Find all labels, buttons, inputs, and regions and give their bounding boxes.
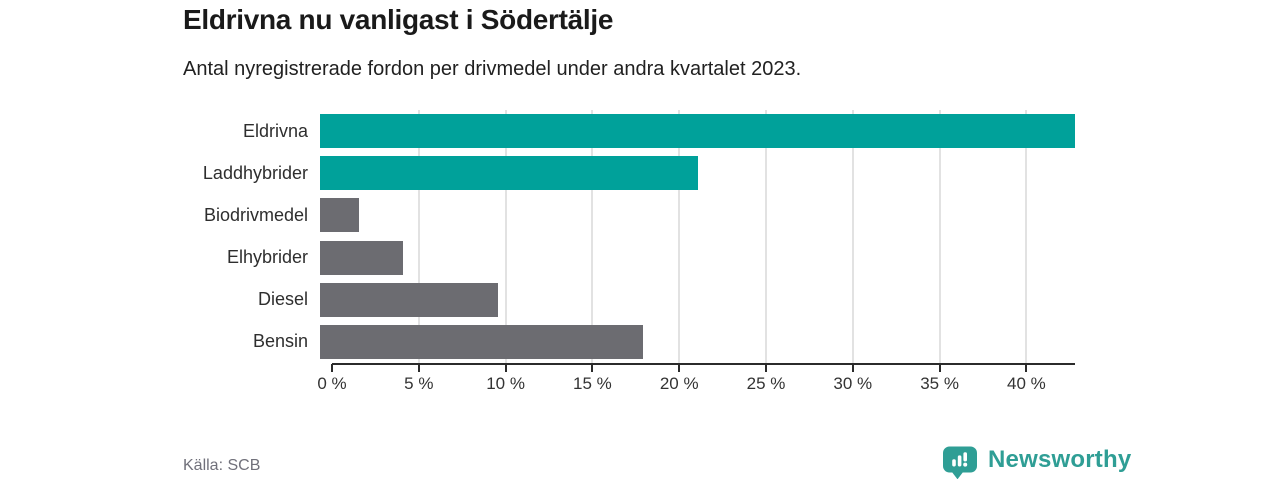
chart-row-biodrivmedel: Biodrivmedel [183, 194, 1075, 236]
axis-tick-label-40: 40 % [1007, 374, 1046, 393]
chart-plot-area [332, 110, 1075, 363]
bar-track [320, 282, 1075, 317]
axis-tick-5 [417, 364, 420, 372]
bar-track [320, 114, 1075, 149]
axis-tick-label-35: 35 % [920, 374, 959, 393]
gridline-40 [1025, 110, 1028, 363]
axis-tick-35 [938, 364, 941, 372]
gridline-10 [504, 110, 507, 363]
gridline-20 [678, 110, 681, 363]
bar-bensin [320, 324, 643, 359]
bar-laddhybrider [320, 156, 698, 191]
gridline-15 [591, 110, 594, 363]
bar-track [320, 240, 1075, 275]
newsworthy-wordmark: Newsworthy [988, 446, 1132, 473]
axis-tick-20 [678, 364, 681, 372]
chart-row-bensin: Bensin [183, 321, 1075, 363]
gridline-35 [938, 110, 941, 363]
axis-tick-label-15: 15 % [573, 374, 612, 393]
chart-row-elhybrider: Elhybrider [183, 237, 1075, 279]
chart-row-eldrivna: Eldrivna [183, 110, 1075, 152]
x-axis: 0 % 5 % 10 % 15 % 20 % 25 % 30 % 35 % 40 % [317, 363, 1075, 403]
chart-rows: Eldrivna Laddhybrider Biodrivmedel Elhybrid… [183, 110, 1075, 363]
category-label-bensin: Bensin [252, 331, 308, 352]
axis-tick-10 [504, 364, 507, 372]
chart-subtitle: Antal nyregistrerade fordon per drivmede… [183, 58, 802, 80]
newsworthy-logo: Newsworthy [941, 445, 1131, 479]
axis-tick-15 [591, 364, 594, 372]
axis-tick-25 [764, 364, 767, 372]
axis-tick-0 [331, 364, 333, 372]
newsworthy-pin-icon [943, 446, 977, 479]
category-label-diesel: Diesel [257, 289, 308, 310]
source-note: Källa: SCB [183, 457, 261, 474]
axis-tick-label-10: 10 % [486, 374, 525, 393]
chart-title: Eldrivna nu vanligast i Södertälje [183, 4, 614, 35]
axis-tick-label-30: 30 % [833, 374, 873, 393]
bar-track [320, 198, 1075, 233]
gridline-25 [764, 110, 767, 363]
gridline-5 [417, 110, 420, 363]
axis-tick-label-5: 5 % [404, 374, 434, 393]
axis-tick-label-0: 0 % [317, 374, 347, 393]
category-label-elhybrider: Elhybrider [226, 247, 308, 268]
category-label-biodrivmedel: Biodrivmedel [203, 204, 308, 225]
axis-tick-label-25: 25 % [746, 374, 786, 393]
bar-diesel [320, 282, 499, 317]
axis-tick-label-20: 20 % [659, 374, 699, 393]
bar-elhybrider [320, 240, 403, 275]
category-label-laddhybrider: Laddhybrider [202, 162, 308, 183]
bar-chart: Eldrivna Laddhybrider Biodrivmedel Elhybrid… [183, 110, 1075, 363]
axis-tick-40 [1025, 364, 1028, 372]
gridline-30 [851, 110, 854, 363]
bar-track [320, 324, 1075, 359]
bar-biodrivmedel [320, 198, 359, 233]
chart-row-diesel: Diesel [183, 279, 1075, 321]
x-axis-line [332, 363, 1075, 365]
bar-eldrivna [320, 114, 1075, 149]
category-label-eldrivna: Eldrivna [242, 120, 308, 141]
chart-row-laddhybrider: Laddhybrider [183, 152, 1075, 194]
bar-track [320, 156, 1075, 191]
axis-tick-30 [851, 364, 854, 372]
